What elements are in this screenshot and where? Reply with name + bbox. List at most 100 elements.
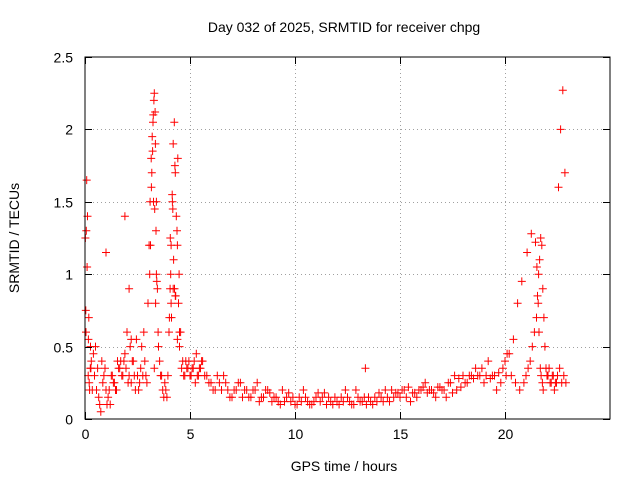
data-point: [467, 371, 476, 380]
data-point: [152, 277, 161, 286]
data-point: [92, 386, 101, 394]
data-point: [160, 378, 169, 387]
data-point: [170, 118, 179, 127]
data-point: [431, 393, 440, 402]
data-point: [170, 161, 179, 170]
y-tick-label: 1.5: [54, 195, 74, 211]
data-point: [555, 364, 564, 373]
data-point: [537, 241, 546, 250]
data-point: [343, 393, 352, 402]
data-point: [154, 342, 163, 351]
data-point: [123, 328, 131, 337]
data-point: [238, 393, 247, 402]
data-point: [151, 108, 160, 116]
data-point: [85, 386, 94, 394]
data-point: [161, 386, 170, 394]
grid-lines: [85, 57, 610, 419]
data-point: [550, 386, 559, 394]
data-point: [533, 291, 542, 300]
data-point: [538, 284, 547, 293]
data-point: [93, 364, 102, 373]
data-point: [149, 118, 157, 127]
data-point: [217, 386, 226, 394]
data-point: [127, 335, 136, 344]
data-point: [107, 371, 116, 380]
data-point: [213, 371, 222, 380]
data-point: [146, 241, 155, 250]
data-point: [314, 388, 323, 397]
x-tick-label: 0: [82, 426, 90, 442]
chart-title: Day 032 of 2025, SRMTID for receiver chp…: [208, 19, 480, 35]
data-point: [95, 400, 104, 409]
data-point: [195, 364, 204, 373]
data-point: [531, 238, 540, 247]
y-tick-label: 2: [65, 122, 73, 138]
data-point: [552, 378, 561, 387]
data-point: [173, 154, 182, 163]
data-point: [87, 357, 96, 366]
y-tick-label: 1: [65, 267, 73, 283]
data-point: [175, 328, 184, 337]
data-point: [147, 183, 156, 192]
data-point: [526, 357, 535, 366]
data-point: [82, 226, 91, 235]
y-tick-labels: 0 0.5 1 1.5 2 2.5: [54, 50, 74, 428]
data-point: [425, 386, 434, 394]
data-point: [272, 393, 281, 402]
data-point: [366, 397, 375, 406]
x-tick-label: 10: [288, 426, 304, 442]
plot-frame: [84, 56, 611, 420]
data-point: [523, 248, 532, 257]
data-point: [155, 357, 164, 366]
data-point: [335, 400, 344, 409]
data-point: [101, 364, 109, 373]
data-point: [139, 328, 148, 337]
data-point: [111, 386, 120, 394]
data-point: [234, 378, 243, 387]
data-point: [125, 284, 134, 293]
data-point: [147, 154, 156, 163]
data-point: [221, 378, 230, 387]
data-point: [166, 234, 175, 242]
data-point: [475, 371, 484, 380]
data-point: [209, 386, 218, 394]
data-point: [169, 284, 178, 293]
data-point: [452, 386, 461, 394]
data-point: [126, 342, 135, 351]
data-point: [459, 371, 467, 380]
data-point: [519, 378, 528, 387]
data-point: [152, 270, 161, 279]
data-point: [387, 386, 396, 394]
data-point: [150, 364, 159, 373]
data-point: [496, 378, 505, 387]
data-point: [171, 168, 180, 177]
data-point: [150, 89, 159, 98]
data-point: [149, 96, 158, 105]
data-point: [494, 368, 503, 377]
data-point: [351, 386, 360, 394]
data-point: [556, 125, 565, 134]
y-axis-label: SRMTID / TECUs: [6, 183, 22, 293]
data-point: [82, 328, 90, 337]
data-point: [152, 226, 160, 235]
data-point: [83, 263, 92, 271]
data-point: [109, 378, 118, 387]
data-point: [417, 386, 425, 394]
data-point: [278, 386, 287, 394]
data-point: [293, 400, 302, 409]
data-point: [200, 371, 209, 380]
data-point: [151, 139, 160, 148]
data-point: [174, 299, 183, 308]
data-point: [559, 371, 568, 380]
data-point: [175, 270, 184, 279]
data-point: [501, 357, 509, 366]
data-point: [322, 400, 331, 409]
data-point: [167, 313, 176, 322]
data-point: [513, 299, 522, 308]
data-point: [90, 371, 99, 380]
data-point: [356, 397, 365, 406]
data-point: [339, 397, 348, 406]
data-point: [86, 364, 95, 373]
data-point: [154, 328, 163, 337]
